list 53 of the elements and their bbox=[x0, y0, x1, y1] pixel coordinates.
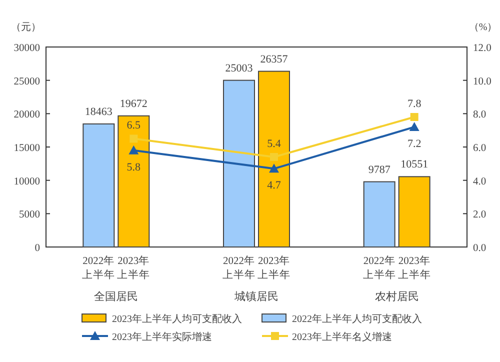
data-label: 10551 bbox=[400, 158, 428, 171]
y-tick-label: 20000 bbox=[14, 110, 40, 121]
y-tick-label: 25000 bbox=[14, 76, 40, 88]
y2-tick-label: 6.0 bbox=[473, 143, 486, 154]
data-label: 7.8 bbox=[407, 98, 422, 110]
point bbox=[130, 134, 138, 143]
x-tick-label: 全国居民 bbox=[94, 291, 138, 303]
y-tick-label: 15000 bbox=[14, 143, 40, 154]
data-label: 18463 bbox=[84, 106, 113, 118]
bar bbox=[363, 181, 396, 248]
text: 2022年上半年 bbox=[222, 255, 256, 281]
text: 2023年上半年 bbox=[398, 255, 431, 281]
y2-tick-label: 0.0 bbox=[473, 243, 486, 254]
data-label: 5.8 bbox=[126, 161, 142, 174]
bar bbox=[398, 176, 430, 248]
legend-label: 2023年上半年实际增速 bbox=[112, 331, 212, 343]
y-axis-title: （元） bbox=[11, 22, 41, 33]
bar bbox=[82, 123, 115, 248]
data-label: 7.2 bbox=[407, 138, 422, 150]
point bbox=[409, 122, 420, 131]
data-label: 9787 bbox=[368, 164, 391, 176]
y-tick-label: 0 bbox=[34, 243, 40, 254]
data-label: 25003 bbox=[225, 62, 254, 74]
y-tick-label: 30000 bbox=[14, 43, 40, 54]
bar bbox=[118, 115, 150, 248]
data-label: 4.7 bbox=[267, 180, 282, 192]
y2-tick-label: 4.0 bbox=[473, 176, 486, 188]
y2-axis-title: （%） bbox=[468, 22, 498, 33]
bar bbox=[258, 70, 290, 248]
x-tick-label: 农村居民 bbox=[374, 290, 419, 303]
y-tick-label: 5000 bbox=[19, 210, 40, 221]
y-tick-label: 10000 bbox=[14, 176, 40, 188]
y2-tick-label: 12.0 bbox=[473, 43, 492, 54]
y2-tick-label: 2.0 bbox=[473, 210, 486, 221]
legend-label: 2023年上半年名义增速 bbox=[292, 331, 392, 343]
text: 2022年上半年 bbox=[362, 255, 396, 281]
text: 2023年上半年 bbox=[258, 255, 290, 281]
data-label: 19672 bbox=[120, 98, 148, 110]
point bbox=[270, 153, 278, 161]
point bbox=[128, 145, 139, 154]
legend-label: 2023年上半年人均可支配收入 bbox=[112, 313, 242, 325]
legend-label: 2022年上半年人均可支配收入 bbox=[292, 313, 422, 325]
data-label: 26357 bbox=[260, 53, 288, 66]
text: 2023年上半年 bbox=[117, 255, 150, 281]
y2-tick-label: 10.0 bbox=[473, 76, 492, 88]
bar bbox=[223, 80, 255, 248]
x-tick-label: 城镇居民 bbox=[234, 290, 278, 303]
data-label: 5.4 bbox=[267, 138, 282, 150]
data-label: 6.5 bbox=[126, 120, 142, 132]
point bbox=[410, 113, 418, 121]
point bbox=[269, 164, 279, 173]
text: 2022年上半年 bbox=[82, 255, 116, 281]
y2-tick-label: 8.0 bbox=[473, 110, 486, 121]
